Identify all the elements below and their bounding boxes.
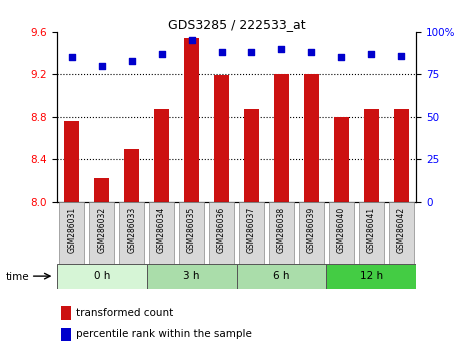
Point xyxy=(338,55,345,60)
Bar xyxy=(364,109,379,202)
Bar xyxy=(244,109,259,202)
Text: percentile rank within the sample: percentile rank within the sample xyxy=(76,330,252,339)
Bar xyxy=(394,109,409,202)
Bar xyxy=(359,202,384,264)
Point xyxy=(397,53,405,58)
Text: GSM286034: GSM286034 xyxy=(157,207,166,253)
Text: GSM286037: GSM286037 xyxy=(247,207,256,253)
Bar xyxy=(119,202,144,264)
Point xyxy=(128,58,135,64)
Bar xyxy=(236,264,326,289)
Point xyxy=(278,46,285,52)
Text: transformed count: transformed count xyxy=(76,308,173,318)
Bar xyxy=(214,75,229,202)
Bar xyxy=(304,74,319,202)
Bar xyxy=(124,149,139,202)
Text: GSM286032: GSM286032 xyxy=(97,207,106,253)
Point xyxy=(248,50,255,55)
Text: 6 h: 6 h xyxy=(273,272,289,281)
Text: time: time xyxy=(6,272,30,282)
Text: GSM286036: GSM286036 xyxy=(217,207,226,253)
Bar xyxy=(94,178,109,202)
Text: GSM286042: GSM286042 xyxy=(397,207,406,253)
Text: GSM286031: GSM286031 xyxy=(67,207,76,253)
Point xyxy=(218,50,225,55)
Text: GSM286039: GSM286039 xyxy=(307,207,316,253)
Bar xyxy=(326,264,416,289)
Bar xyxy=(334,117,349,202)
Point xyxy=(368,51,375,57)
Point xyxy=(188,38,195,43)
Bar xyxy=(209,202,234,264)
Bar xyxy=(389,202,413,264)
Bar xyxy=(184,38,199,202)
Point xyxy=(68,55,76,60)
Bar xyxy=(179,202,204,264)
Bar xyxy=(329,202,354,264)
Text: GSM286033: GSM286033 xyxy=(127,207,136,253)
Bar xyxy=(64,121,79,202)
Bar xyxy=(61,327,71,341)
Point xyxy=(307,50,315,55)
Text: GSM286035: GSM286035 xyxy=(187,207,196,253)
Point xyxy=(98,63,105,69)
Bar xyxy=(239,202,264,264)
Bar xyxy=(149,202,174,264)
Text: GSM286038: GSM286038 xyxy=(277,207,286,253)
Text: 12 h: 12 h xyxy=(360,272,383,281)
Bar xyxy=(57,264,147,289)
Bar xyxy=(269,202,294,264)
Bar xyxy=(154,109,169,202)
Bar xyxy=(147,264,236,289)
Text: 0 h: 0 h xyxy=(94,272,110,281)
Bar xyxy=(61,307,71,320)
Point xyxy=(158,51,166,57)
Bar xyxy=(89,202,114,264)
Text: 3 h: 3 h xyxy=(184,272,200,281)
Text: GSM286041: GSM286041 xyxy=(367,207,376,253)
Bar xyxy=(60,202,84,264)
Text: GSM286040: GSM286040 xyxy=(337,207,346,253)
Bar xyxy=(299,202,324,264)
Title: GDS3285 / 222533_at: GDS3285 / 222533_at xyxy=(168,18,305,31)
Bar xyxy=(274,74,289,202)
